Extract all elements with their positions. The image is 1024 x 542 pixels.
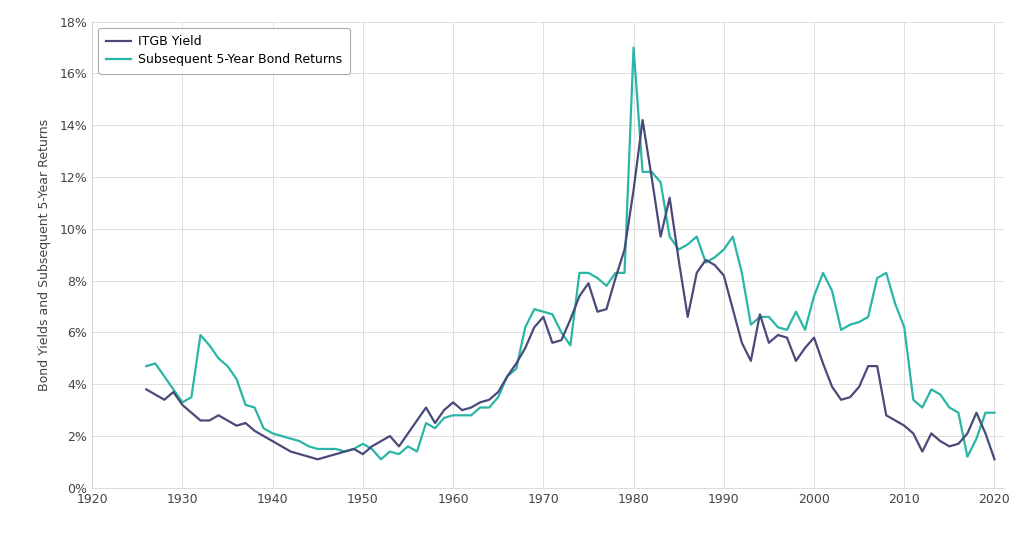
ITGB Yield bbox=[176, 402, 188, 408]
Subsequent 5-Year Bond Returns bbox=[140, 363, 153, 369]
Subsequent 5-Year Bond Returns bbox=[754, 314, 766, 320]
Subsequent 5-Year Bond Returns bbox=[628, 44, 640, 51]
ITGB Yield bbox=[637, 117, 649, 124]
Subsequent 5-Year Bond Returns bbox=[375, 456, 387, 462]
ITGB Yield bbox=[754, 311, 766, 318]
Subsequent 5-Year Bond Returns bbox=[790, 308, 802, 315]
Subsequent 5-Year Bond Returns bbox=[294, 438, 306, 444]
Y-axis label: Bond Yields and Subsequent 5-Year Returns: Bond Yields and Subsequent 5-Year Return… bbox=[38, 119, 51, 391]
Line: ITGB Yield: ITGB Yield bbox=[146, 120, 994, 459]
ITGB Yield bbox=[311, 456, 324, 462]
ITGB Yield bbox=[988, 456, 1000, 462]
Subsequent 5-Year Bond Returns bbox=[176, 399, 188, 405]
Legend: ITGB Yield, Subsequent 5-Year Bond Returns: ITGB Yield, Subsequent 5-Year Bond Retur… bbox=[98, 28, 350, 74]
ITGB Yield bbox=[781, 334, 794, 341]
ITGB Yield bbox=[790, 358, 802, 364]
Subsequent 5-Year Bond Returns bbox=[735, 269, 748, 276]
Line: Subsequent 5-Year Bond Returns: Subsequent 5-Year Bond Returns bbox=[146, 48, 994, 459]
Subsequent 5-Year Bond Returns bbox=[988, 409, 1000, 416]
ITGB Yield bbox=[140, 386, 153, 392]
ITGB Yield bbox=[294, 451, 306, 457]
ITGB Yield bbox=[735, 339, 748, 346]
Subsequent 5-Year Bond Returns bbox=[781, 327, 794, 333]
